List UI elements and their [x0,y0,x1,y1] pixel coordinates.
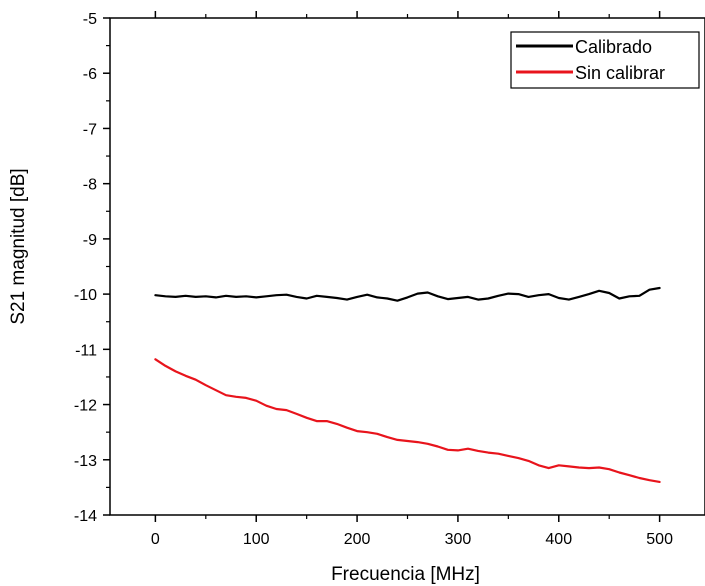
legend-box [510,31,700,89]
x-tick-label: 400 [545,531,572,548]
y-tick-label: -7 [83,121,97,138]
y-tick-label: -8 [83,177,97,194]
legend-label: Sin calibrar [575,63,665,83]
series-line-calibrado [154,286,661,302]
series-lines [154,286,661,483]
y-axis-title: S21 magnitud [dB] [8,168,29,324]
tick-labels: 0 100 200 300 400 500 -14 -13 -12 -11 -10 -9 -8 -7 -6 -… [74,11,673,548]
y-tick-label: -10 [74,287,97,304]
legend: Calibrado Sin calibrar [510,31,700,89]
y-tick-label: -6 [83,66,97,83]
series-line-sin-calibrar [154,358,661,483]
y-tick-label: -5 [83,11,97,28]
x-tick-label: 0 [151,531,160,548]
legend-label: Calibrado [575,37,652,57]
y-tick-label: -9 [83,232,97,249]
y-tick-label: -14 [74,508,97,525]
x-tick-label: 200 [344,531,371,548]
y-tick-label: -12 [74,398,97,415]
plot-frame [109,17,705,516]
x-tick-label: 500 [646,531,673,548]
x-tick-label: 100 [243,531,270,548]
y-tick-label: -13 [74,453,97,470]
y-tick-label: -11 [75,342,97,359]
x-axis-title: Frecuencia [MHz] [331,564,480,585]
x-tick-label: 300 [445,531,472,548]
